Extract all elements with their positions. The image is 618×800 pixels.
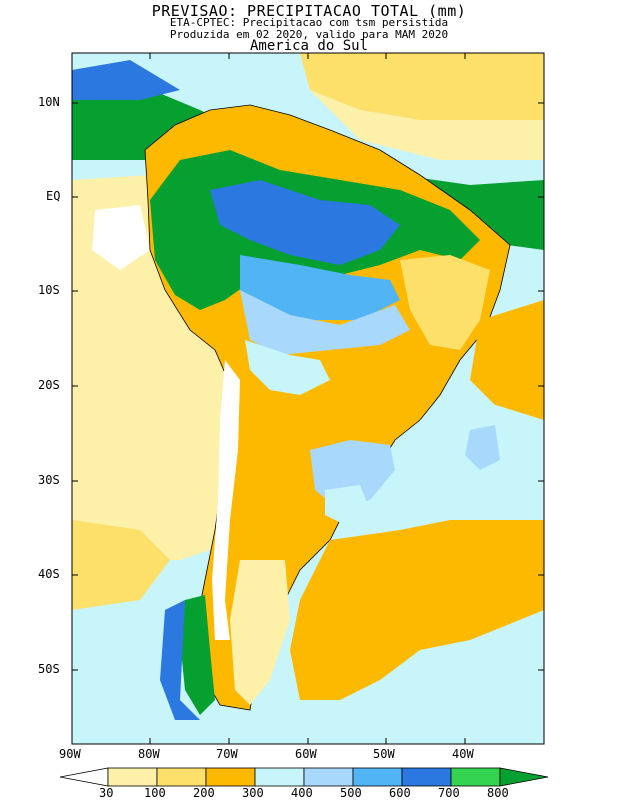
atlantic-north-pale <box>310 90 544 160</box>
map-title: PREVISAO: PRECIPITACAO TOTAL (mm) <box>151 2 467 20</box>
itcz-blue-edge <box>72 60 180 100</box>
pacific-dry-core <box>92 205 150 270</box>
colorbar-tick-400: 400 <box>291 786 313 800</box>
colorbar <box>59 767 549 787</box>
lat-label-20s: 20S <box>38 378 60 392</box>
latitude-ticks <box>72 102 544 671</box>
map-subtitle-model: ETA-CPTEC: Precipitacao com tsm persisti… <box>169 16 449 29</box>
atlantic-blob-blue <box>465 425 500 470</box>
colorbar-tick-30: 30 <box>99 786 114 800</box>
colorbar-tick-800: 800 <box>487 786 509 800</box>
lat-label-eq: EQ <box>46 189 61 203</box>
lon-label-40w: 40W <box>452 747 474 761</box>
lon-label-90w: 90W <box>59 747 81 761</box>
northeast-brazil-dry <box>400 255 490 350</box>
patagonia-pale <box>230 560 290 705</box>
longitude-ticks <box>71 53 466 744</box>
colorbar-segment-8 <box>450 767 501 787</box>
atlantic-south-orange <box>290 520 544 700</box>
south-chile-wet <box>180 595 215 715</box>
colorbar-right-arrow <box>499 767 549 787</box>
colorbar-segment-6 <box>352 767 403 787</box>
atlantic-far-south-cyan <box>380 640 544 744</box>
lon-label-80w: 80W <box>138 747 160 761</box>
lon-label-70w: 70W <box>216 747 238 761</box>
bolivia-cyan <box>245 340 330 395</box>
atlantic-east-orange <box>470 300 544 420</box>
uruguay-pale <box>325 485 370 525</box>
colorbar-segment-5 <box>303 767 354 787</box>
colorbar-left-arrow <box>59 767 109 787</box>
map-region-name: America do Sul <box>249 38 368 54</box>
amazon-blue-core <box>210 180 400 265</box>
lon-label-50w: 50W <box>373 747 395 761</box>
pacific-south-blue <box>72 600 180 744</box>
pacific-west-yellow <box>72 520 170 610</box>
andes-dry-strip <box>212 360 240 640</box>
colorbar-segment-7 <box>401 767 452 787</box>
colorbar-tick-300: 300 <box>242 786 264 800</box>
lon-label-60w: 60W <box>295 747 317 761</box>
colorbar-tick-200: 200 <box>193 786 215 800</box>
colorbar-segment-1 <box>107 767 158 787</box>
lat-label-40s: 40S <box>38 567 60 581</box>
colorbar-segment-3 <box>205 767 256 787</box>
atlantic-north-yellow <box>300 53 544 130</box>
colorbar-segment-2 <box>156 767 207 787</box>
colorbar-tick-600: 600 <box>389 786 411 800</box>
colorbar-segment-4 <box>254 767 305 787</box>
lat-label-50s: 50S <box>38 662 60 676</box>
colorbar-tick-100: 100 <box>144 786 166 800</box>
colorbar-tick-500: 500 <box>340 786 362 800</box>
colorbar-tick-700: 700 <box>438 786 460 800</box>
map-subtitle-validity: Produzida em 02 2020, valido para MAM 20… <box>169 28 449 41</box>
lat-label-10s: 10S <box>38 283 60 297</box>
central-brazil-pale-blue <box>240 290 410 355</box>
south-chile-blue <box>160 600 200 720</box>
amazon-light-blue <box>240 255 400 320</box>
lat-label-10n: 10N <box>38 95 60 109</box>
pacific-low-precip <box>72 175 240 560</box>
lat-label-30s: 30S <box>38 473 60 487</box>
